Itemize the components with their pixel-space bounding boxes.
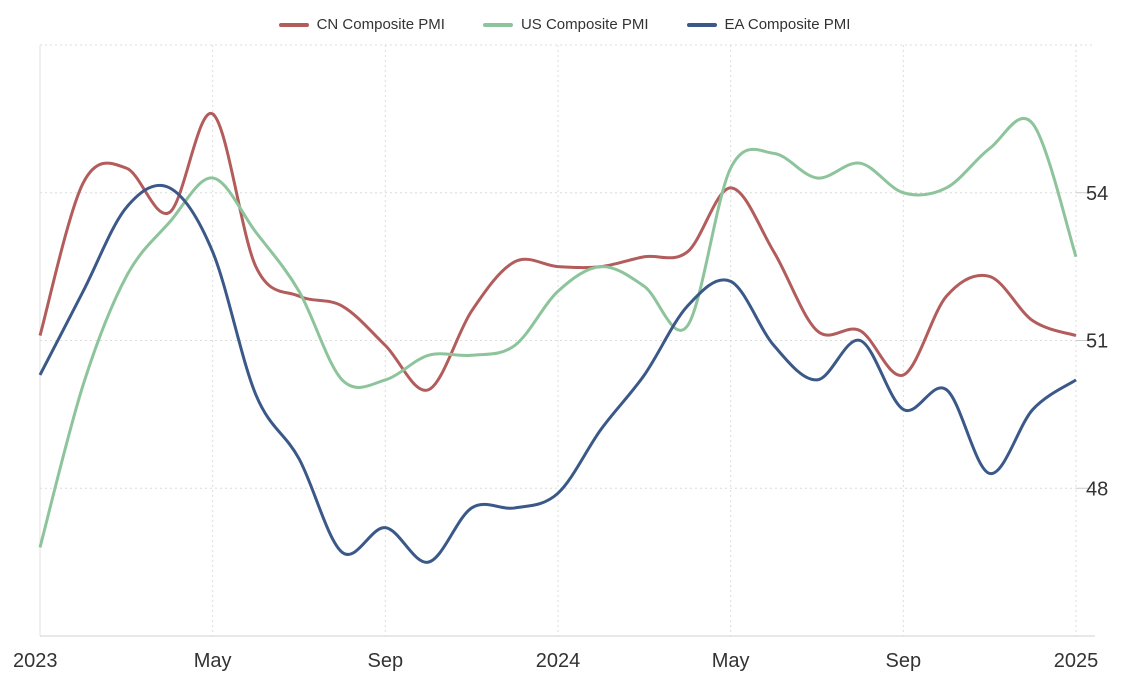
- legend-item[interactable]: US Composite PMI: [482, 16, 649, 33]
- series-line-ea: [38, 183, 1077, 564]
- legend-item[interactable]: EA Composite PMI: [686, 16, 851, 33]
- y-tick-label: 54: [1086, 183, 1108, 205]
- legend: CN Composite PMI US Composite PMI EA Compo…: [0, 16, 1129, 33]
- legend-label: EA Composite PMI: [724, 16, 851, 33]
- x-tick-label: May: [712, 650, 750, 672]
- series-line-cn: [38, 112, 1077, 392]
- legend-swatch: [482, 22, 513, 27]
- legend-label: CN Composite PMI: [316, 16, 445, 33]
- legend-item[interactable]: CN Composite PMI: [278, 16, 445, 33]
- x-tick-label: 2025: [1054, 650, 1099, 672]
- y-tick-label: 48: [1086, 478, 1108, 500]
- legend-swatch: [278, 22, 309, 27]
- x-tick-label: Sep: [886, 650, 922, 672]
- x-tick-label: 2024: [536, 650, 581, 672]
- legend-swatch: [686, 22, 717, 27]
- x-tick-label: Sep: [368, 650, 404, 672]
- x-tick-label: May: [194, 650, 232, 672]
- series-line-us: [38, 116, 1078, 548]
- x-tick-label: 2023: [13, 650, 58, 672]
- y-tick-label: 51: [1086, 331, 1108, 353]
- legend-label: US Composite PMI: [520, 16, 649, 33]
